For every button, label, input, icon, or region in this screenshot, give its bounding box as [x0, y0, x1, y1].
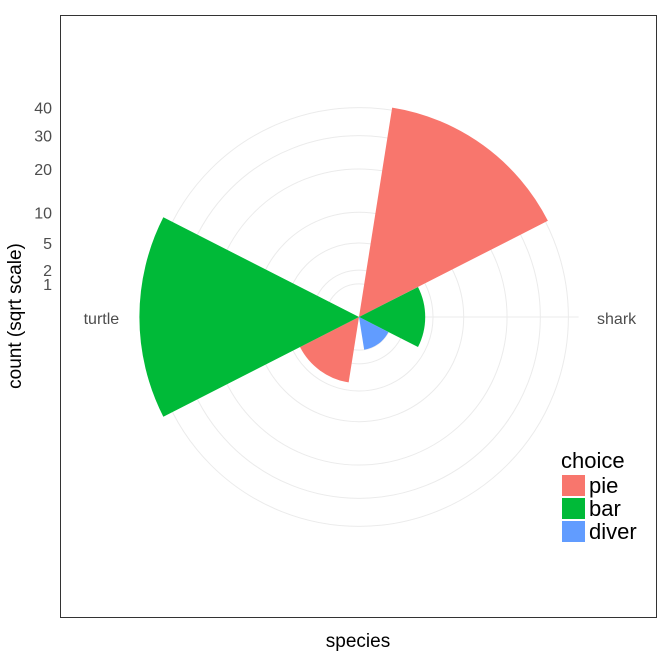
y-tick-label: 20 [34, 162, 52, 179]
wedge-shark-diver [359, 317, 389, 350]
legend-label-bar: bar [589, 496, 621, 521]
y-tick-label: 30 [34, 129, 52, 146]
x-axis-title: species [326, 631, 390, 652]
y-axis-ticks: 12 5 10 20 30 40 [34, 101, 52, 294]
wedge-turtle-bar [139, 217, 359, 417]
category-label-shark: shark [597, 311, 637, 328]
category-label-turtle: turtle [84, 311, 120, 328]
wedge-shark-bar [359, 286, 426, 348]
legend-label-diver: diver [589, 519, 637, 544]
y-tick-label: 1 [43, 277, 52, 294]
y-axis-title: count (sqrt scale) [5, 243, 26, 389]
x-axis-ticks: shark turtle [84, 311, 638, 328]
legend-title: choice [561, 448, 625, 473]
wedge-shark-pie [359, 107, 548, 318]
bars [139, 107, 548, 417]
panel-border [60, 15, 657, 618]
y-tick-label: 2 [43, 263, 52, 280]
legend-label-pie: pie [589, 473, 618, 498]
y-tick-label: 5 [43, 236, 52, 253]
y-tick-label: 10 [34, 205, 52, 222]
legend-key-pie [562, 475, 585, 496]
y-tick-label: 40 [34, 101, 52, 118]
legend-key-diver [562, 521, 585, 542]
wedge-turtle-pie [300, 317, 359, 383]
legend-key-bar [562, 498, 585, 519]
